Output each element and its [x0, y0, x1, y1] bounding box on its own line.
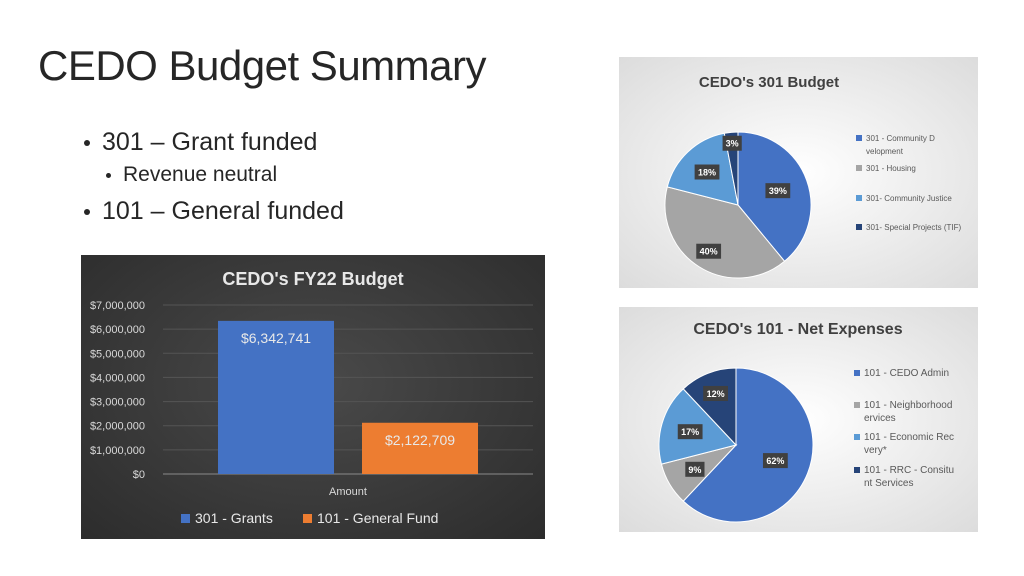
bullet-item: 101 – General funded [84, 197, 344, 226]
legend-entry: 301 - Community D [866, 134, 935, 143]
pie-301-panel: CEDO's 301 Budget 39% 40% 18% 3% 301 - Commun… [619, 57, 978, 288]
bar-chart: CEDO's FY22 Budget $0 $1,000,000 $2,000,000… [90, 269, 533, 526]
legend-entry: 301- Special Projects (TIF) [866, 223, 961, 232]
data-label-bg [762, 453, 788, 469]
legend-entry: 301- Community Justice [866, 194, 952, 203]
sub-bullet-item: Revenue neutral [106, 163, 344, 187]
legend-entry: 101 - Economic Rec [864, 432, 954, 443]
legend-entry: 101 - CEDO Admin [864, 368, 949, 379]
y-tick-label: $4,000,000 [90, 372, 145, 384]
x-axis-label: Amount [329, 486, 367, 498]
data-label: $6,342,741 [241, 330, 311, 346]
y-tick-label: $0 [133, 469, 145, 481]
legend-entry: 301 - Grants [195, 510, 273, 526]
pie-slice [664, 186, 786, 279]
legend-swatch [856, 224, 862, 230]
bullet-item: 301 – Grant funded [84, 128, 344, 157]
data-label: $2,122,709 [385, 432, 455, 448]
legend-swatch [856, 135, 862, 141]
data-label-bg [677, 424, 703, 440]
bullet-dot [84, 139, 90, 146]
pie-chart-301: CEDO's 301 Budget 39% 40% 18% 3% 301 - Commun… [664, 74, 961, 279]
legend-entry: 101 - Neighborhood [864, 400, 952, 411]
bullet-text: 301 – Grant funded [102, 128, 318, 156]
legend-swatch [856, 195, 862, 201]
chart-title: CEDO's 101 - Net Expenses [693, 321, 902, 338]
legend-swatch [854, 434, 860, 440]
legend-swatch [854, 402, 860, 408]
data-label-bg [685, 461, 705, 477]
legend-entry: velopment [866, 147, 904, 156]
bullet-dot [106, 172, 111, 178]
chart-title: CEDO's FY22 Budget [222, 269, 403, 289]
bar [362, 422, 478, 474]
data-label: 3% [726, 139, 739, 149]
data-label: 17% [681, 427, 699, 437]
legend-swatch [303, 514, 312, 523]
bar-chart-panel: CEDO's FY22 Budget $0 $1,000,000 $2,000,000… [81, 255, 545, 539]
pie-101-panel: CEDO's 101 - Net Expenses 62% 9% 17% 12% 101 … [619, 307, 978, 532]
legend-entry: 101 - RRC - Consitu [864, 465, 954, 476]
legend-swatch [854, 467, 860, 473]
y-tick-label: $3,000,000 [90, 397, 145, 409]
data-label-bg [696, 243, 722, 259]
slide-title: CEDO Budget Summary [38, 42, 487, 89]
data-label: 40% [700, 247, 718, 257]
pie-chart-101: CEDO's 101 - Net Expenses 62% 9% 17% 12% 101 … [658, 321, 954, 523]
legend-swatch [856, 165, 862, 171]
data-label: 62% [766, 456, 784, 466]
legend-swatch [181, 514, 190, 523]
data-label-bg [703, 385, 728, 401]
y-tick-label: $2,000,000 [90, 421, 145, 433]
legend-entry: 101 - General Fund [317, 510, 438, 526]
y-tick-label: $7,000,000 [90, 300, 145, 312]
data-label-bg [765, 183, 791, 199]
bullet-list: 301 – Grant funded Revenue neutral 101 –… [84, 128, 344, 232]
chart-title: CEDO's 301 Budget [699, 74, 839, 91]
bullet-dot [84, 208, 90, 215]
data-label-bg [694, 164, 720, 180]
data-label: 18% [698, 168, 716, 178]
y-tick-label: $1,000,000 [90, 445, 145, 457]
pie-slice [682, 367, 814, 523]
y-tick-label: $6,000,000 [90, 324, 145, 336]
legend-entry: very* [864, 445, 887, 456]
data-label: 39% [769, 186, 787, 196]
sub-bullet-text: Revenue neutral [123, 163, 278, 186]
legend-swatch [854, 370, 860, 376]
data-label-bg [722, 135, 742, 151]
bullet-text: 101 – General funded [102, 197, 344, 225]
y-tick-label: $5,000,000 [90, 348, 145, 360]
legend-entry: 301 - Housing [866, 164, 916, 173]
legend-entry: ervices [864, 413, 896, 424]
bar [218, 320, 334, 474]
data-label: 12% [707, 389, 725, 399]
legend-entry: nt Services [864, 478, 913, 489]
data-label: 9% [688, 465, 701, 475]
